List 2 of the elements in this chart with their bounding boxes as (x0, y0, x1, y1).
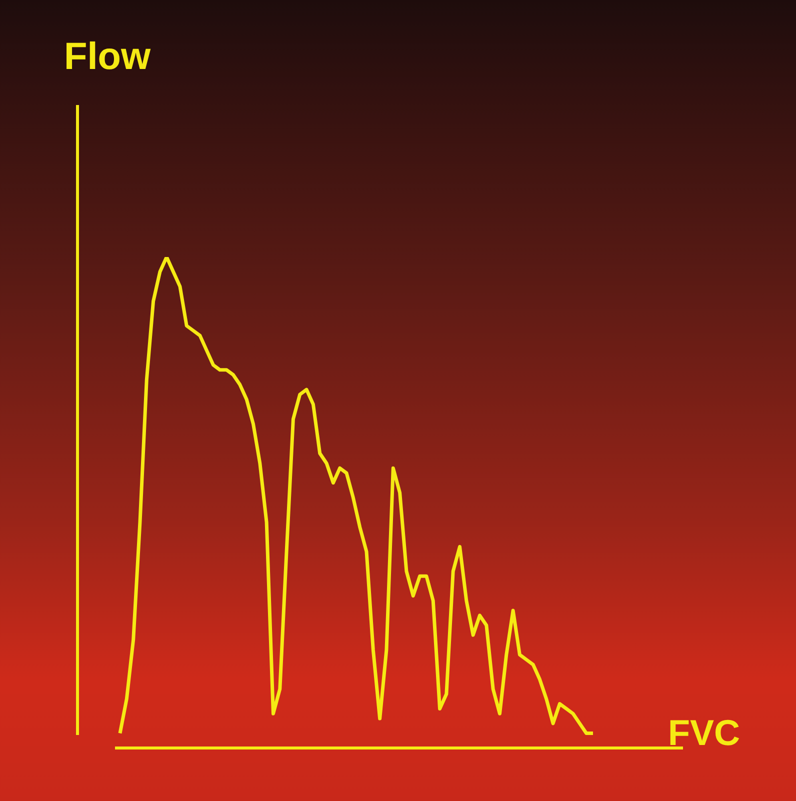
x-axis-title: FVC (668, 712, 740, 754)
y-axis-title: Flow (64, 36, 151, 79)
